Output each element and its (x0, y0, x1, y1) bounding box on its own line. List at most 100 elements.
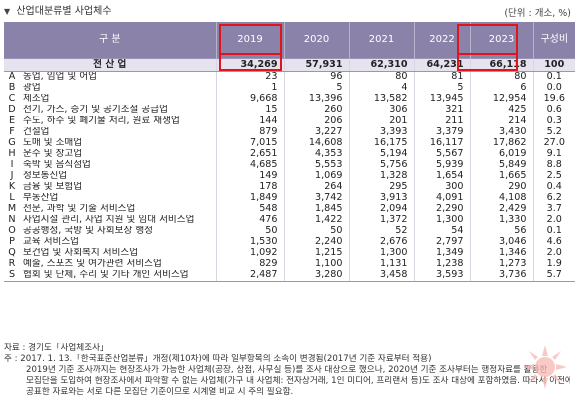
count-2021: 5,756 (348, 160, 414, 171)
count-2020: 1,069 (283, 171, 349, 182)
share-value: 4.6 (532, 237, 575, 248)
count-2020: 3,227 (283, 127, 349, 138)
header-2019: 2019 (216, 22, 285, 59)
share-value: 1.9 (532, 259, 575, 270)
count-2022: 16,117 (413, 138, 470, 149)
industry-name: 공공행정, 국방 및 사회보장 행정 (23, 226, 153, 237)
share-value: 0.1 (532, 226, 575, 237)
count-2019: 1 (215, 83, 284, 94)
count-2019: 1,849 (215, 193, 284, 204)
count-2023: 3,736 (469, 270, 533, 282)
count-2019: 9,668 (215, 94, 284, 105)
count-2019: 1,530 (215, 237, 284, 248)
count-2022: 5,567 (413, 149, 470, 160)
count-2023: 56 (469, 226, 533, 237)
total-2020: 57,931 (283, 58, 349, 72)
industry-code: B (8, 83, 16, 94)
table-row: F 건설업 879 3,227 3,393 3,379 3,430 5.2 (4, 127, 575, 138)
count-2023: 12,954 (469, 94, 533, 105)
total-2019: 34,269 (215, 58, 284, 72)
industry-code: J (10, 171, 14, 182)
count-2019: 178 (215, 182, 284, 193)
header-2020: 2020 (284, 22, 350, 59)
share-value: 0.6 (532, 105, 575, 116)
count-2019: 548 (215, 204, 284, 215)
industry-name: 사업시설 관리, 사업 지원 및 임대 서비스업 (23, 215, 195, 226)
share-value: 2.5 (532, 171, 575, 182)
count-2022: 4,091 (413, 193, 470, 204)
count-2022: 3,593 (413, 270, 470, 282)
count-2019: 50 (215, 226, 284, 237)
table-row: B 광업 1 5 4 5 6 0.0 (4, 83, 575, 94)
industry-name: 수도, 하수 및 폐기물 처리, 원료 재생업 (23, 116, 180, 127)
count-2023: 6 (469, 83, 533, 94)
share-value: 2.0 (532, 215, 575, 226)
industry-code: O (8, 226, 16, 237)
industry-name: 건설업 (23, 127, 50, 138)
industry-code: R (8, 259, 16, 270)
table-row: P 교육 서비스업 1,530 2,240 2,676 2,797 3,046 4.6 (4, 237, 575, 248)
count-2019: 2,487 (215, 270, 284, 282)
count-2021: 5,194 (348, 149, 414, 160)
count-2019: 144 (215, 116, 284, 127)
total-2022: 64,231 (413, 58, 470, 72)
count-2019: 1,092 (215, 248, 284, 259)
share-value: 0.0 (532, 83, 575, 94)
count-2022: 300 (413, 182, 470, 193)
header-row: 구 분 2019 2020 2021 2022 2023 구성비 (4, 22, 575, 59)
share-value: 19.6 (532, 94, 575, 105)
table-row: G 도매 및 소매업 7,015 14,608 16,175 16,117 17,862 27… (4, 138, 575, 149)
count-2023: 6,019 (469, 149, 533, 160)
count-2020: 206 (283, 116, 349, 127)
count-2022: 5 (413, 83, 470, 94)
count-2020: 2,240 (283, 237, 349, 248)
count-2020: 1,845 (283, 204, 349, 215)
count-2023: 17,862 (469, 138, 533, 149)
industry-code: E (8, 116, 16, 127)
count-2021: 1,328 (348, 171, 414, 182)
count-2020: 1,422 (283, 215, 349, 226)
table-row: H 운수 및 창고업 2,651 4,353 5,194 5,567 6,019 9.1 (4, 149, 575, 160)
total-2021: 62,310 (348, 58, 414, 72)
count-2023: 3,430 (469, 127, 533, 138)
industry-name: 전기, 가스, 증기 및 공기조절 공급업 (23, 105, 168, 116)
count-2022: 1,349 (413, 248, 470, 259)
count-2021: 295 (348, 182, 414, 193)
count-2023: 4,108 (469, 193, 533, 204)
count-2023: 5,849 (469, 160, 533, 171)
industry-name: 정보통신업 (23, 171, 68, 182)
table-row: M 전문, 과학 및 기술 서비스업 548 1,845 2,094 2,290 2,429… (4, 204, 575, 215)
count-2019: 4,685 (215, 160, 284, 171)
count-2021: 1,300 (348, 248, 414, 259)
share-value: 3.7 (532, 204, 575, 215)
table-row: E 수도, 하수 및 폐기물 처리, 원료 재생업 144 206 201 211 214 0… (4, 116, 575, 127)
share-value: 0.1 (532, 71, 575, 83)
count-2023: 290 (469, 182, 533, 193)
count-2022: 1,238 (413, 259, 470, 270)
industry-name: 부동산업 (23, 193, 59, 204)
industry-name: 농업, 임업 및 어업 (23, 71, 97, 83)
industry-code: K (8, 182, 16, 193)
total-2023: 66,118 (469, 58, 533, 72)
count-2020: 50 (283, 226, 349, 237)
table-row: C 제조업 9,668 13,396 13,582 13,945 12,954 19.6 (4, 94, 575, 105)
count-2021: 3,458 (348, 270, 414, 282)
share-value: 9.1 (532, 149, 575, 160)
sun-watermark-icon (523, 345, 567, 389)
count-2019: 15 (215, 105, 284, 116)
count-2022: 2,797 (413, 237, 470, 248)
industry-name: 금융 및 보험업 (23, 182, 83, 193)
count-2020: 1,100 (283, 259, 349, 270)
total-label: 전 산 업 (4, 58, 216, 72)
industry-name: 교육 서비스업 (23, 237, 80, 248)
table-row: K 금융 및 보험업 178 264 295 300 290 0.4 (4, 182, 575, 193)
count-2021: 52 (348, 226, 414, 237)
count-2019: 149 (215, 171, 284, 182)
industry-code: F (9, 127, 15, 138)
count-2023: 80 (469, 71, 533, 83)
industry-name: 도매 및 소매업 (23, 138, 83, 149)
industry-name: 보건업 및 사회복지 서비스업 (23, 248, 139, 259)
establishments-table: 구 분 2019 2020 2021 2022 2023 구성비 전 산 업 3… (4, 22, 575, 282)
count-2020: 14,608 (283, 138, 349, 149)
count-2020: 13,396 (283, 94, 349, 105)
